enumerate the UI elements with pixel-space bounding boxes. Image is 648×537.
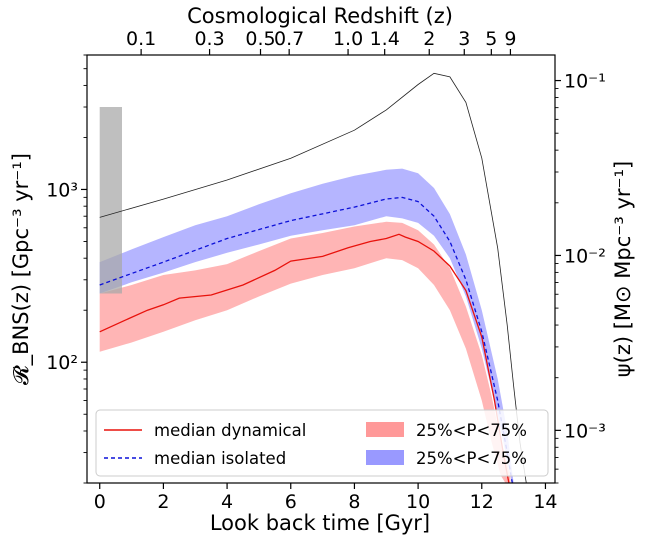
top-x-tick-label-3: 0.7 [274,28,304,50]
series-line-1 [99,196,513,483]
legend-label-0: median dynamical [154,421,306,440]
x-axis-title: Look back time [Gyr] [210,511,430,535]
top-x-tick-label-6: 2 [423,28,435,50]
top-x-tick-label-5: 1.4 [370,28,400,50]
legend-label-2: median isolated [154,449,286,468]
x-tick-label-4: 8 [348,491,360,513]
x-tick-label-0: 0 [94,491,106,513]
legend-swatch-1 [366,422,404,437]
right-y-tick-label-0: 10⁻³ [564,420,606,442]
right-y-tick-label-2: 10⁻¹ [564,71,606,93]
right-y-axis-title: ψ(z) [M⊙ Mpc⁻³ yr⁻¹] [611,161,635,377]
top-x-tick-label-1: 0.3 [194,28,224,50]
top-x-tick-label-8: 5 [485,28,497,50]
legend: median dynamical 25%<P<75% median isolated… [95,409,549,477]
series-line-2 [99,72,527,483]
top-x-tick-label-9: 9 [504,28,516,50]
legend-box [95,409,549,477]
left-y-axis-title: 𝓡_BNS(z) [Gpc⁻³ yr⁻¹] [9,153,34,385]
x-tick-label-7: 14 [533,491,557,513]
band-2 [99,107,122,294]
legend-label-1: 25%<P<75% [416,421,527,440]
legend-label-3: 25%<P<75% [416,449,527,468]
right-y-tick-label-1: 10⁻² [564,245,606,267]
x-tick-label-3: 6 [285,491,297,513]
series-line-0 [99,233,510,483]
top-x-tick-label-7: 3 [458,28,470,50]
x-tick-label-6: 12 [470,491,494,513]
band-0 [99,221,511,483]
left-y-tick-label-1: 10³ [46,179,78,201]
x-tick-label-5: 10 [406,491,430,513]
top-x-axis-title: Cosmological Redshift (z) [187,4,453,28]
top-x-tick-label-2: 0.5 [245,28,275,50]
top-x-tick-label-4: 1.0 [333,28,363,50]
band-layer [99,107,514,483]
plot-frame [86,54,556,484]
x-tick-label-1: 2 [157,491,169,513]
band-1 [99,168,514,483]
legend-swatch-3 [366,450,404,465]
tick-layer: 0 2 4 6 8 10 12 14 0.1 0.3 0.50.7 1.0 1.4 2 3 5 9 10² 10³ 1… [46,28,606,513]
top-x-tick-label-0: 0.1 [126,28,156,50]
line-layer [99,72,527,483]
left-y-tick-label-0: 10² [46,352,78,374]
x-tick-label-2: 4 [221,491,233,513]
